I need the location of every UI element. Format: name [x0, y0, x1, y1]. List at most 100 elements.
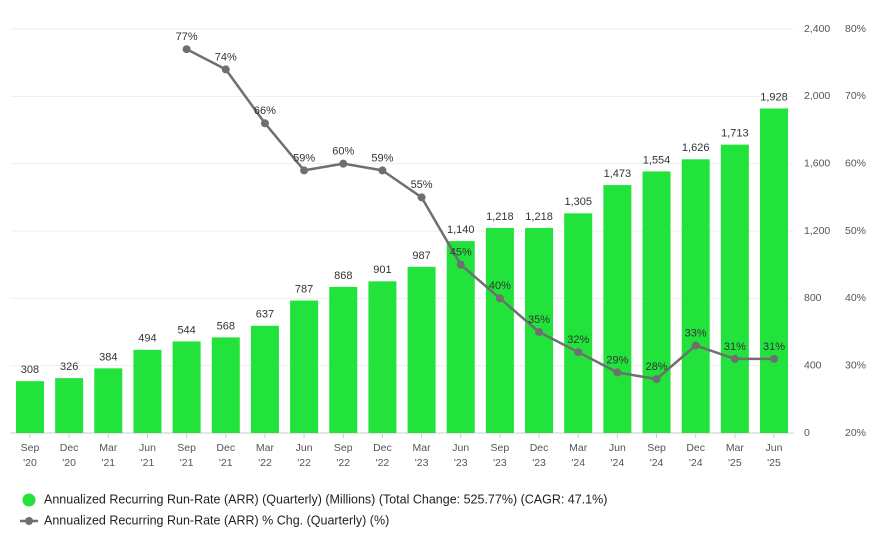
- bar: [760, 108, 789, 433]
- bar: [329, 286, 358, 433]
- bar-value-label: 868: [334, 270, 352, 282]
- x-tick-label: Jun '24: [609, 442, 626, 469]
- bar-value-label: 787: [295, 283, 313, 295]
- bar: [642, 171, 671, 433]
- line-value-label: 59%: [371, 152, 393, 164]
- x-tick-label: Dec '21: [216, 442, 235, 469]
- line: [186, 48, 775, 381]
- x-tick-label: Mar '24: [569, 442, 588, 469]
- line-point: [535, 328, 544, 336]
- bar-value-label: 1,218: [525, 211, 553, 223]
- line-point: [260, 119, 269, 128]
- bar-value-label: 1,928: [760, 91, 788, 103]
- y-tick-label: 2,000: [804, 90, 830, 102]
- bar-value-label: 1,473: [604, 168, 632, 180]
- bar-value-label: 326: [60, 361, 78, 373]
- line-point: [182, 45, 191, 54]
- bar-value-label: 1,305: [564, 196, 592, 208]
- bar-value-label: 1,554: [643, 154, 671, 166]
- bar-value-label: 987: [412, 250, 430, 262]
- bar: [681, 159, 710, 434]
- y2-tick-label: 60%: [845, 157, 866, 169]
- legend-marker: [22, 493, 36, 507]
- bar: [172, 341, 201, 433]
- x-tick-label: Dec '20: [60, 442, 79, 469]
- x-tick-label: Dec '23: [530, 442, 549, 469]
- bar-value-label: 637: [256, 309, 274, 321]
- bar-value-label: 1,140: [447, 224, 475, 236]
- x-tick-label: Mar '22: [256, 442, 275, 469]
- x-tick-label: Sep '20: [21, 442, 40, 469]
- line-value-label: 32%: [567, 334, 589, 346]
- line-value-label: 33%: [685, 327, 707, 339]
- legend-marker: [25, 517, 33, 525]
- bar: [485, 227, 514, 433]
- line-point: [300, 166, 309, 175]
- bar: [211, 337, 240, 433]
- bar: [250, 325, 279, 433]
- line-value-label: 55%: [411, 179, 433, 191]
- bar: [94, 368, 123, 433]
- y-tick-label: 1,600: [804, 157, 830, 169]
- line-point: [574, 348, 583, 357]
- y2-tick-label: 30%: [845, 359, 866, 371]
- line-point: [730, 354, 739, 363]
- line-point: [456, 260, 465, 269]
- bar: [446, 241, 475, 433]
- bar-value-label: 494: [138, 333, 156, 345]
- bar: [368, 281, 397, 433]
- x-tick-label: Dec '24: [686, 442, 705, 469]
- y-tick-label: 800: [804, 292, 822, 304]
- y2-tick-label: 80%: [845, 23, 866, 35]
- legend-label: Annualized Recurring Run-Rate (ARR) (Qua…: [44, 492, 607, 506]
- bar: [603, 185, 632, 433]
- x-tick-label: Sep '23: [491, 442, 510, 469]
- line-value-label: 60%: [332, 146, 354, 158]
- bar-value-label: 384: [99, 351, 117, 363]
- line-point: [652, 375, 661, 384]
- legend-label: Annualized Recurring Run-Rate (ARR) % Ch…: [44, 513, 389, 527]
- y-tick-label: 2,400: [804, 23, 830, 35]
- y-tick-label: 400: [804, 359, 822, 371]
- x-tick-label: Mar '23: [413, 442, 432, 469]
- x-tick-label: Sep '21: [177, 442, 196, 469]
- x-tick-label: Sep '22: [334, 442, 353, 469]
- bar: [564, 213, 593, 433]
- bar: [290, 300, 319, 433]
- line-point: [691, 341, 700, 350]
- bar-value-label: 544: [177, 324, 195, 336]
- bar: [55, 378, 84, 433]
- x-tick-label: Jun '22: [296, 442, 313, 469]
- bar-value-label: 308: [21, 364, 39, 376]
- bar-value-label: 901: [373, 264, 391, 276]
- bar-value-label: 1,626: [682, 142, 710, 154]
- x-tick-label: Mar '21: [99, 442, 118, 469]
- x-tick-label: Jun '21: [139, 442, 156, 469]
- bar-value-label: 1,218: [486, 211, 514, 223]
- line-point: [378, 166, 387, 175]
- line-point: [417, 193, 426, 202]
- bar: [720, 144, 749, 433]
- bar: [133, 349, 162, 433]
- line-point: [613, 368, 622, 377]
- line-value-label: 29%: [606, 354, 628, 366]
- line-value-label: 74%: [215, 51, 237, 63]
- line-value-label: 28%: [646, 361, 668, 373]
- line-value-label: 40%: [489, 280, 511, 292]
- line-point: [495, 294, 504, 303]
- line-value-label: 45%: [450, 247, 472, 259]
- y2-tick-label: 20%: [845, 427, 866, 439]
- line-value-label: 77%: [176, 31, 198, 43]
- line-point: [221, 65, 230, 74]
- y-tick-label: 1,200: [804, 225, 830, 237]
- y2-tick-label: 40%: [845, 292, 866, 304]
- line-point: [339, 159, 348, 168]
- x-tick-label: Mar '25: [726, 442, 745, 469]
- x-tick-label: Jun '25: [766, 442, 783, 469]
- bar: [15, 381, 44, 433]
- line-value-label: 66%: [254, 105, 276, 117]
- y2-tick-label: 50%: [845, 225, 866, 237]
- y-tick-label: 0: [804, 427, 810, 439]
